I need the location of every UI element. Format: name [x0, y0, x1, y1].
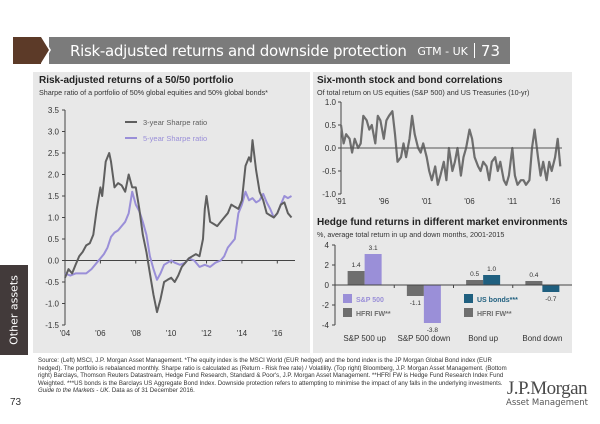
hedge-category-label: S&P 500 down [397, 334, 450, 343]
hedge-data-label: 1.0 [487, 266, 496, 273]
corr-x-tick-label: '96 [379, 197, 390, 206]
x-tick-label: '14 [237, 329, 248, 338]
correlation-line [339, 110, 562, 186]
hedge-data-label: -3.8 [427, 327, 439, 334]
hedge-bar [542, 285, 560, 292]
sharpe-title: Risk-adjusted returns of a 50/50 portfol… [39, 75, 234, 86]
y-tick-label: 3.5 [48, 106, 60, 115]
slide-header: Risk-adjusted returns and downside prote… [13, 37, 510, 64]
corr-y-tick-label: 0.5 [325, 121, 337, 130]
right-charts: 1.0 0.5 0.0 -0.5 -1.0'91 '96 '01 '06 '11 '16 4 2 0 -2… [322, 98, 572, 343]
section-tab-other-assets[interactable]: Other assets [0, 265, 28, 355]
corr-y-tick-label: 1.0 [325, 98, 337, 107]
header-divider [473, 43, 475, 58]
hedge-legend-label: US bonds*** [477, 297, 518, 304]
hedge-bar [483, 275, 501, 285]
hedge-bar [347, 271, 365, 285]
header-tag: GTM - UK 73 [417, 42, 500, 60]
hedge-bar [525, 281, 543, 285]
hedge-category-label: S&P 500 up [343, 334, 386, 343]
y-tick-label: 2.0 [48, 171, 60, 180]
x-tick-label: '08 [131, 329, 142, 338]
hedge-y-tick-label: -2 [322, 301, 330, 310]
corr-x-tick-label: '06 [464, 197, 475, 206]
y-tick-label: 2.5 [48, 149, 60, 158]
x-tick-label: '12 [201, 329, 212, 338]
series-line-3-year-sharpe-ratio [64, 139, 293, 314]
correlation-title: Six-month stock and bond correlations [317, 75, 503, 86]
hedge-data-label: -0.7 [545, 296, 557, 303]
x-tick-label: '16 [272, 329, 283, 338]
y-tick-label: 0.0 [48, 257, 60, 266]
hedge-legend-swatch [464, 294, 473, 303]
hedge-category-label: Bond up [468, 334, 498, 343]
hedge-subtitle: %, average total return in up and down m… [317, 230, 505, 239]
correlation-subtitle: Of total return on US equities (S&P 500)… [317, 88, 530, 97]
hedge-y-tick-label: 0 [325, 281, 330, 290]
footer-page-number: 73 [10, 397, 22, 408]
gtm-label: GTM - UK [417, 45, 468, 58]
legend-label: 5-year Sharpe ratio [143, 134, 207, 143]
hedge-data-label: 0.4 [529, 272, 538, 279]
header-page-number: 73 [480, 42, 500, 60]
corr-y-tick-label: -1.0 [322, 190, 336, 199]
hedge-y-tick-label: 2 [325, 261, 330, 270]
y-tick-label: -0.5 [45, 278, 59, 287]
hedge-bar [406, 285, 424, 296]
hedge-data-label: 3.1 [369, 245, 378, 252]
jpmorgan-logo: J.P.Morgan Asset Management [506, 378, 588, 408]
y-tick-label: -1.0 [45, 300, 59, 309]
hedge-title: Hedge fund returns in different market e… [317, 217, 568, 228]
corr-x-tick-label: '91 [336, 197, 347, 206]
legend-label: 3-year Sharpe ratio [143, 118, 207, 127]
header-brown-block [13, 37, 41, 64]
corr-x-tick-label: '11 [507, 197, 517, 206]
hedge-legend-swatch [464, 308, 473, 317]
x-tick-label: '06 [95, 329, 106, 338]
right-panel: Six-month stock and bond correlations Of… [313, 72, 572, 353]
hedge-legend-label: S&P 500 [356, 297, 384, 304]
x-tick-label: '04 [60, 329, 71, 338]
hedge-legend-swatch [343, 294, 352, 303]
corr-x-tick-label: '01 [421, 197, 432, 206]
logo-main: J.P.Morgan [506, 378, 588, 399]
sharpe-panel: Risk-adjusted returns of a 50/50 portfol… [33, 72, 310, 353]
page-title: Risk-adjusted returns and downside prote… [70, 42, 407, 60]
y-tick-label: 1.0 [48, 214, 60, 223]
y-tick-label: -1.5 [45, 321, 59, 330]
header-chevron-icon [41, 37, 49, 63]
sharpe-chart: 3.5 3.0 2.5 2.0 1.5 1.0 0.5 0.0 -0.5 -1.0 -1.5'04 '… [45, 106, 295, 338]
corr-y-tick-label: -0.5 [322, 167, 336, 176]
hedge-bar [364, 254, 382, 285]
hedge-category-label: Bond down [522, 334, 562, 343]
hedge-data-label: 1.4 [352, 262, 361, 269]
corr-x-tick-label: '16 [550, 197, 561, 206]
header-bar [49, 37, 510, 64]
y-tick-label: 0.5 [48, 235, 60, 244]
series-line-5-year-sharpe-ratio [64, 190, 293, 281]
hedge-data-label: 0.5 [470, 271, 479, 278]
hedge-legend-swatch [343, 308, 352, 317]
hedge-bar [423, 285, 441, 323]
hedge-legend-label: HFRI FW** [477, 311, 512, 318]
source-guide: Guide to the Markets - UK. [38, 387, 111, 395]
hedge-data-label: -1.1 [410, 300, 422, 307]
hedge-y-tick-label: 4 [325, 241, 330, 250]
corr-y-tick-label: 0.0 [325, 144, 337, 153]
sharpe-subtitle: Sharpe ratio of a portfolio of 50% globa… [39, 88, 268, 97]
hedge-legend-label: HFRI FW** [356, 311, 391, 318]
hedge-bar [466, 280, 484, 285]
source-note: Source: (Left) MSCI, J.P. Morgan Asset M… [38, 357, 508, 395]
x-tick-label: '10 [166, 329, 177, 338]
source-date: Data as of 31 December 2016. [111, 387, 195, 395]
hedge-y-tick-label: -4 [322, 321, 330, 330]
y-tick-label: 1.5 [48, 192, 60, 201]
y-tick-label: 3.0 [48, 128, 60, 137]
section-tab-label: Other assets [7, 275, 21, 345]
source-text: Source: (Left) MSCI, J.P. Morgan Asset M… [38, 357, 507, 387]
logo-sub: Asset Management [506, 398, 588, 408]
